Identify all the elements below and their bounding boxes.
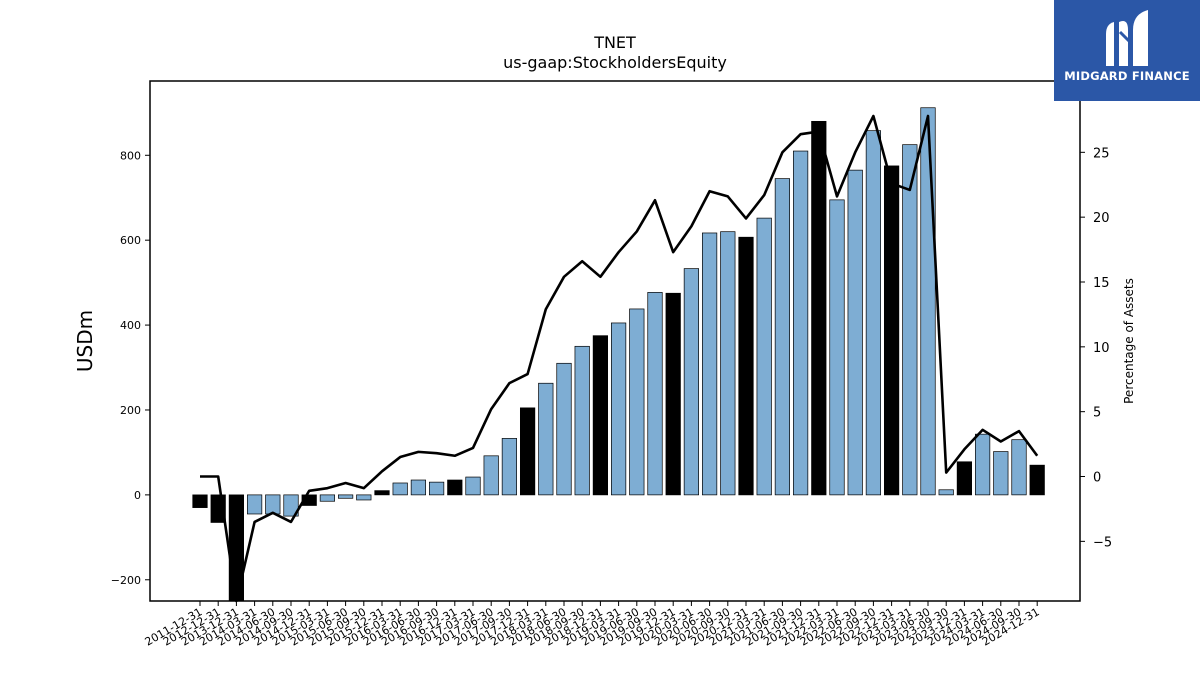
bar-2024-09-30	[1011, 439, 1027, 496]
bar-2018-06-30	[556, 362, 572, 496]
bar-2016-03-31	[392, 482, 408, 496]
bar-2016-09-30	[429, 481, 445, 496]
bar-2023-06-30	[920, 107, 936, 496]
bar-2022-12-31	[883, 165, 900, 496]
y2-tick-label: 0	[1093, 471, 1101, 486]
chart-subtitle: us-gaap:StockholdersEquity	[503, 53, 727, 72]
bar-2017-06-30	[483, 455, 499, 496]
y-tick-label: 600	[120, 234, 141, 247]
y-tick-label: 800	[120, 149, 141, 162]
bar-2014-06-30	[265, 494, 281, 515]
y-tick-label: 400	[120, 319, 141, 332]
bar-2020-09-30	[720, 231, 736, 496]
chart-title: TNET	[593, 33, 636, 52]
y2-tick-label: 5	[1093, 406, 1101, 421]
bar-2023-03-31	[902, 144, 918, 496]
bar-2021-06-30	[774, 178, 791, 496]
bar-2017-12-31	[519, 407, 536, 496]
bar-2014-03-31	[247, 494, 263, 515]
y2-axis-ticks: −5 0 5 10 15 20 25	[1080, 146, 1112, 550]
bar-2016-12-31	[447, 479, 463, 496]
bar-2019-03-31	[610, 322, 627, 496]
y2-tick-label: 25	[1093, 146, 1110, 161]
bar-2018-03-31	[538, 382, 554, 496]
bar-2022-09-30	[865, 130, 882, 496]
y-tick-label: 0	[134, 489, 141, 502]
bar-2017-03-31	[465, 476, 481, 496]
bar-2018-09-30	[574, 345, 590, 496]
bar-2011-12-31	[192, 494, 208, 508]
x-axis-ticks: 2011-12-312012-12-312013-12-312014-03-31…	[143, 601, 1042, 649]
bar-2024-12-31	[1029, 464, 1045, 496]
percentage-of-assets-line	[200, 114, 1039, 603]
bar-2014-09-30	[283, 494, 299, 517]
bar-2021-12-31	[811, 120, 827, 496]
bar-2021-03-31	[756, 217, 772, 496]
bar-2020-06-30	[701, 232, 718, 496]
y2-tick-label: −5	[1093, 535, 1112, 550]
bar-2024-03-31	[974, 433, 991, 496]
bar-2017-09-30	[501, 438, 517, 496]
bar-series	[192, 107, 1045, 602]
bar-2020-12-31	[738, 236, 754, 496]
plot-frame	[149, 80, 1081, 602]
bar-2023-09-30	[938, 489, 954, 496]
bar-2021-09-30	[792, 150, 809, 496]
y-tick-label: 200	[120, 404, 141, 417]
bar-2023-12-31	[956, 461, 973, 496]
bar-2020-03-31	[683, 268, 700, 496]
bar-2013-12-31	[228, 494, 244, 602]
bar-2019-06-30	[629, 308, 645, 496]
y2-axis-label: Percentage of Assets	[1122, 278, 1136, 404]
y-axis-label: USDm	[73, 310, 97, 372]
bar-2015-12-31	[374, 490, 390, 496]
bar-2018-12-31	[592, 335, 609, 496]
bar-2022-03-31	[829, 199, 845, 496]
y2-tick-label: 10	[1093, 341, 1110, 356]
bar-2016-06-30	[410, 479, 426, 496]
bar-2022-06-30	[847, 169, 863, 496]
y2-tick-label: 20	[1093, 211, 1110, 226]
bar-2019-12-31	[665, 292, 681, 496]
bar-2014-12-31	[301, 494, 317, 506]
y-axis-ticks: −200 0 200 400 600 800	[111, 149, 150, 587]
brand-name: MIDGARD FINANCE	[1064, 69, 1190, 83]
y-tick-label: −200	[111, 574, 141, 587]
brand-logo: MIDGARD FINANCE	[1054, 0, 1200, 101]
bar-2019-09-30	[647, 292, 663, 496]
bar-2015-03-31	[319, 494, 335, 502]
bar-2015-06-30	[338, 494, 354, 499]
bar-2015-09-30	[356, 494, 372, 501]
bar-2024-06-30	[993, 451, 1009, 496]
y2-tick-label: 15	[1093, 276, 1110, 291]
midgard-logo-icon	[1106, 10, 1148, 66]
